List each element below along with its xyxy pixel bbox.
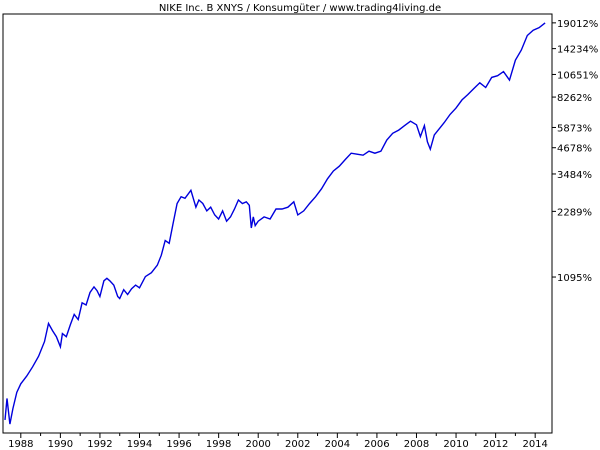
y-tick-label: 14234% (557, 45, 598, 56)
x-tick-label: 2006 (364, 439, 389, 450)
y-axis: 19012% 14234% 10651% 8262% 5873% 4678% 3484% 22… (552, 19, 598, 284)
y-tick-label: 3484% (557, 170, 592, 181)
x-tick-label: 1998 (206, 439, 231, 450)
y-tick-label: 2289% (557, 207, 592, 218)
x-axis: 1988 1990 1992 1994 1996 1998 2000 2002 2004 2006… (8, 433, 548, 450)
price-series-line (4, 22, 546, 425)
x-tick-label: 1992 (87, 439, 112, 450)
y-tick-label: 8262% (557, 93, 592, 104)
y-tick-label: 1095% (557, 273, 592, 284)
y-tick-label: 4678% (557, 144, 592, 155)
x-tick-label: 2014 (522, 439, 547, 450)
x-tick-label: 1996 (166, 439, 191, 450)
x-tick-label: 2010 (443, 439, 468, 450)
plot-frame (2, 13, 553, 434)
x-tick-label: 1988 (8, 439, 33, 450)
x-tick-label: 2004 (325, 439, 350, 450)
y-tick-label: 5873% (557, 123, 592, 134)
x-tick-label: 2008 (404, 439, 429, 450)
x-tick-label: 1994 (127, 439, 152, 450)
y-tick-label: 10651% (557, 70, 598, 81)
x-tick-label: 2002 (285, 439, 310, 450)
x-tick-label: 1990 (48, 439, 73, 450)
chart-title: NIKE Inc. B XNYS / Konsumgüter / www.tra… (159, 3, 441, 14)
x-tick-label: 2012 (483, 439, 508, 450)
y-tick-label: 19012% (557, 19, 598, 30)
x-tick-label: 2000 (245, 439, 270, 450)
